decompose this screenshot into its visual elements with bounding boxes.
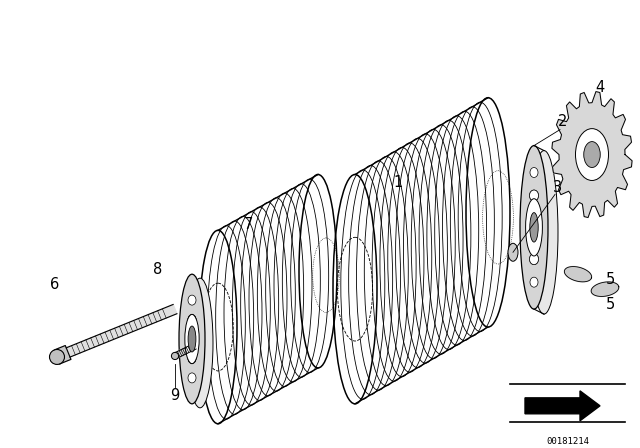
Ellipse shape [529, 254, 538, 265]
Ellipse shape [575, 129, 609, 181]
Polygon shape [564, 267, 591, 282]
Text: 6: 6 [51, 277, 60, 292]
Text: 1: 1 [394, 175, 403, 190]
Ellipse shape [530, 168, 538, 177]
Ellipse shape [185, 314, 199, 364]
Text: 8: 8 [154, 262, 163, 277]
Text: 5: 5 [605, 297, 614, 312]
Ellipse shape [187, 278, 213, 408]
Ellipse shape [530, 151, 558, 314]
Circle shape [172, 353, 179, 360]
Text: 4: 4 [595, 80, 605, 95]
Ellipse shape [530, 277, 538, 287]
Ellipse shape [188, 314, 196, 324]
Polygon shape [54, 345, 71, 364]
Ellipse shape [188, 326, 196, 352]
Polygon shape [591, 282, 619, 297]
Polygon shape [173, 344, 196, 359]
Ellipse shape [529, 190, 538, 201]
Ellipse shape [530, 213, 538, 242]
Ellipse shape [529, 254, 538, 265]
Ellipse shape [179, 274, 205, 404]
Ellipse shape [529, 190, 538, 201]
Text: 5: 5 [605, 271, 614, 287]
Polygon shape [525, 391, 600, 421]
Text: 3: 3 [554, 180, 563, 195]
Circle shape [49, 349, 65, 364]
Ellipse shape [188, 314, 196, 324]
Ellipse shape [520, 146, 548, 309]
Polygon shape [66, 305, 177, 357]
Text: 7: 7 [243, 217, 253, 232]
Ellipse shape [188, 353, 196, 363]
Ellipse shape [188, 373, 196, 383]
Text: 9: 9 [170, 388, 180, 403]
Ellipse shape [525, 199, 543, 256]
Ellipse shape [584, 142, 600, 168]
Text: 2: 2 [558, 114, 568, 129]
Ellipse shape [188, 295, 196, 305]
Polygon shape [552, 91, 632, 217]
Text: 00181214: 00181214 [546, 437, 589, 446]
Ellipse shape [188, 353, 196, 363]
Ellipse shape [508, 243, 518, 261]
